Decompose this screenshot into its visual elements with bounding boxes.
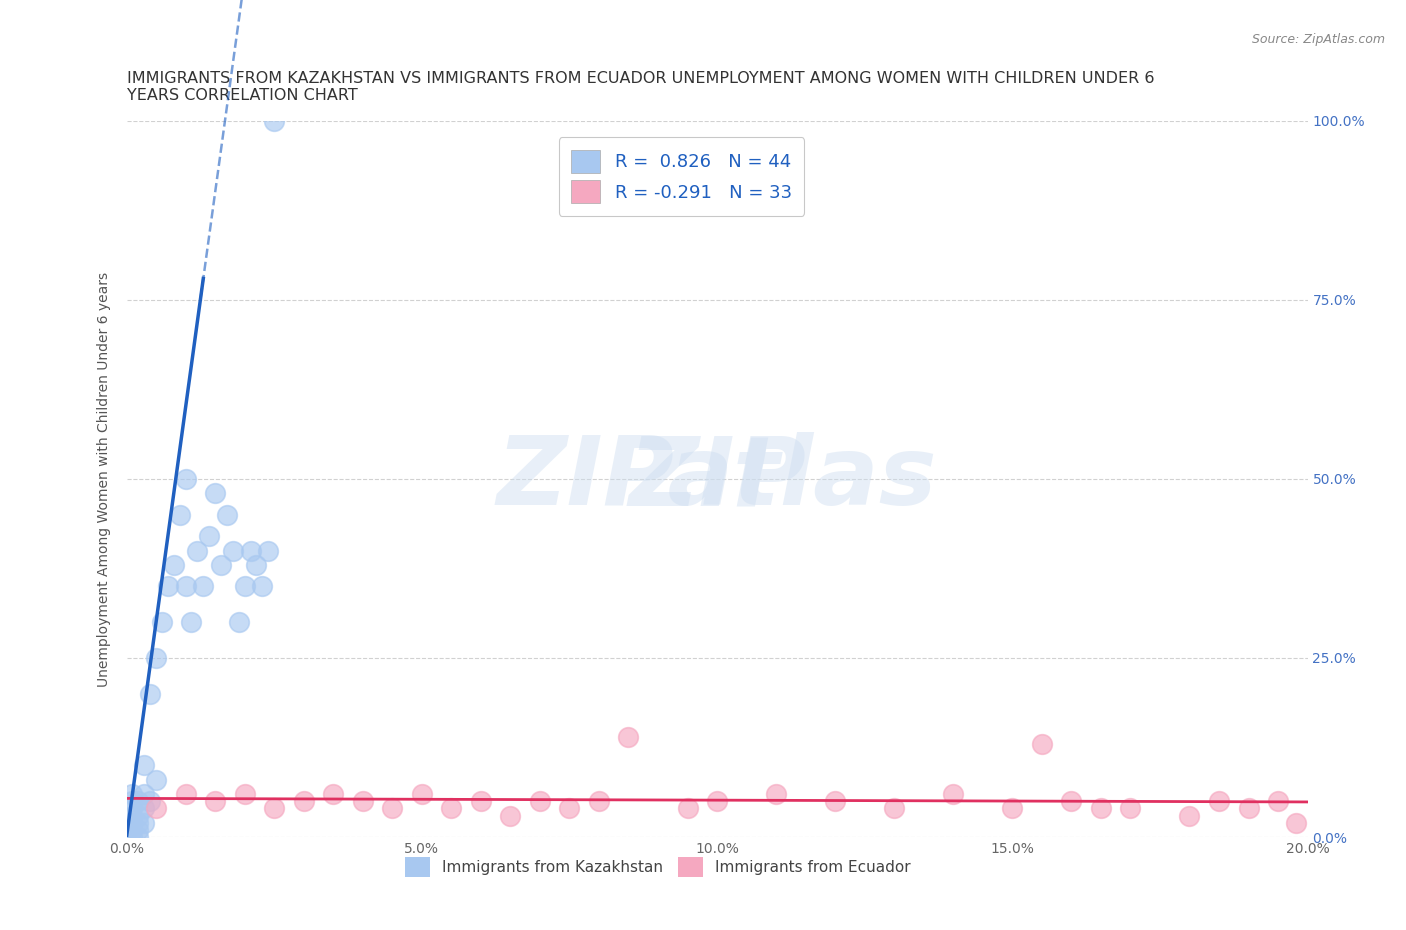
Point: [233, 578, 256, 594]
Point: [222, 543, 245, 558]
Point: [145, 801, 167, 816]
Point: [1208, 794, 1230, 809]
Point: [174, 472, 197, 486]
Point: [134, 816, 156, 830]
Point: [1237, 801, 1260, 816]
Point: [127, 830, 149, 844]
Point: [228, 615, 250, 630]
Point: [127, 808, 149, 823]
Point: [263, 801, 285, 816]
Point: [706, 794, 728, 809]
Legend: Immigrants from Kazakhstan, Immigrants from Ecuador: Immigrants from Kazakhstan, Immigrants f…: [399, 851, 917, 884]
Point: [174, 787, 197, 802]
Point: [121, 808, 143, 823]
Point: [1031, 737, 1053, 751]
Point: [127, 816, 149, 830]
Point: [257, 543, 280, 558]
Point: [470, 794, 492, 809]
Point: [292, 794, 315, 809]
Text: IMMIGRANTS FROM KAZAKHSTAN VS IMMIGRANTS FROM ECUADOR UNEMPLOYMENT AMONG WOMEN W: IMMIGRANTS FROM KAZAKHSTAN VS IMMIGRANTS…: [127, 71, 1154, 103]
Point: [139, 686, 162, 701]
Point: [145, 651, 167, 666]
Point: [180, 615, 202, 630]
Point: [239, 543, 262, 558]
Point: [169, 508, 191, 523]
Point: [381, 801, 404, 816]
Point: [883, 801, 905, 816]
Point: [145, 772, 167, 787]
Point: [1119, 801, 1142, 816]
Point: [499, 808, 522, 823]
Point: [121, 816, 143, 830]
Point: [139, 794, 162, 809]
Point: [1285, 816, 1308, 830]
Point: [121, 816, 143, 830]
Point: [127, 794, 149, 809]
Point: [121, 801, 143, 816]
Point: [134, 758, 156, 773]
Point: [186, 543, 208, 558]
Point: [1090, 801, 1112, 816]
Point: [245, 557, 267, 572]
Point: [942, 787, 965, 802]
Point: [322, 787, 344, 802]
Point: [174, 578, 197, 594]
Point: [263, 113, 285, 128]
Point: [121, 822, 143, 837]
Point: [115, 816, 138, 830]
Point: [121, 830, 143, 844]
Point: [1001, 801, 1024, 816]
Point: [209, 557, 232, 572]
Point: [676, 801, 699, 816]
Text: ZIPatlas: ZIPatlas: [496, 432, 938, 525]
Point: [215, 508, 238, 523]
Point: [411, 787, 433, 802]
Point: [204, 485, 226, 500]
Point: [529, 794, 551, 809]
Point: [617, 729, 640, 744]
Point: [558, 801, 581, 816]
Point: [115, 822, 138, 837]
Point: [1267, 794, 1289, 809]
Point: [134, 801, 156, 816]
Text: ZIP: ZIP: [628, 432, 806, 525]
Point: [440, 801, 463, 816]
Point: [198, 529, 221, 544]
Point: [121, 794, 143, 809]
Point: [193, 578, 215, 594]
Point: [765, 787, 787, 802]
Point: [204, 794, 226, 809]
Point: [588, 794, 610, 809]
Point: [121, 787, 143, 802]
Point: [150, 615, 173, 630]
Point: [156, 578, 179, 594]
Text: Source: ZipAtlas.com: Source: ZipAtlas.com: [1251, 33, 1385, 46]
Point: [352, 794, 374, 809]
Point: [252, 578, 274, 594]
Point: [824, 794, 846, 809]
Point: [163, 557, 186, 572]
Point: [134, 787, 156, 802]
Point: [127, 822, 149, 837]
Point: [1178, 808, 1201, 823]
Point: [233, 787, 256, 802]
Point: [1060, 794, 1083, 809]
Y-axis label: Unemployment Among Women with Children Under 6 years: Unemployment Among Women with Children U…: [97, 272, 111, 686]
